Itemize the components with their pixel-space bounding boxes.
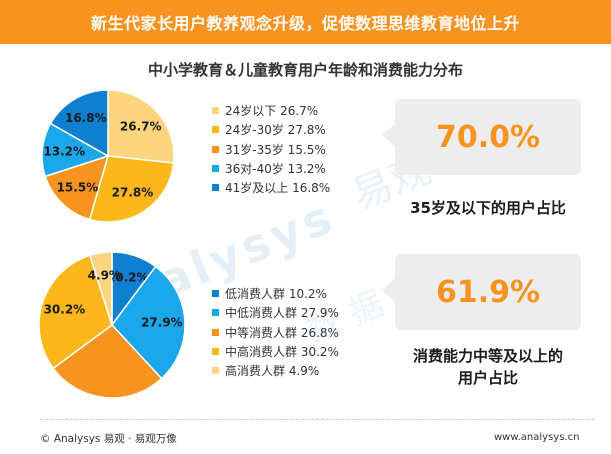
legend-item: 低消费人群 10.2% <box>212 284 339 303</box>
legend-label: 31岁-35岁 15.5% <box>225 142 326 157</box>
caption-line: 用户占比 <box>457 369 518 387</box>
legend-swatch <box>212 309 219 317</box>
pie-data-label: 27.9% <box>141 315 183 329</box>
highlight-caption-age: 35岁及以下的用户占比 <box>380 197 596 219</box>
legend-label: 24岁以下 26.7% <box>225 104 319 119</box>
legend-item: 41岁及以上 16.8% <box>212 178 330 197</box>
highlight-caption-consumption: 消费能力中等及以上的 用户占比 <box>380 345 596 389</box>
pie-slice <box>49 89 109 158</box>
pie-data-label: 4.9% <box>88 269 121 283</box>
pie-slice <box>52 323 163 399</box>
bubble-tail <box>382 123 396 147</box>
consumption-legend: 低消费人群 10.2% 中低消费人群 27.9% 中等消费人群 26.8% 中高消费人… <box>212 284 339 380</box>
legend-item: 36对-40岁 13.2% <box>212 159 330 178</box>
highlight-value-consumption: 61.9% <box>435 274 541 310</box>
legend-label: 36对-40岁 13.2% <box>225 162 326 177</box>
legend-item: 31岁-35岁 15.5% <box>212 140 330 159</box>
legend-label: 24岁-30岁 27.8% <box>225 123 326 138</box>
caption-line: 消费能力中等及以上的 <box>412 347 563 365</box>
legend-swatch <box>212 184 219 192</box>
legend-swatch <box>212 145 219 153</box>
pie-data-label: 15.5% <box>57 181 99 195</box>
legend-swatch <box>212 348 219 356</box>
highlight-bubble-age: 70.0% <box>382 99 581 175</box>
legend-swatch <box>212 165 219 173</box>
footer-brand: © Analysys 易观 · 易观万像 <box>40 433 177 445</box>
age-legend: 24岁以下 26.7% 24岁-30岁 27.8% 31岁-35岁 15.5% 36对… <box>212 101 330 197</box>
pie-slice <box>88 155 175 223</box>
legend-item: 24岁以下 26.7% <box>212 101 330 120</box>
legend-item: 中等消费人群 26.8% <box>212 323 339 342</box>
legend-item: 中高消费人群 30.2% <box>212 342 339 361</box>
pie-data-label: 13.2% <box>43 145 85 159</box>
footer-url[interactable]: www.analysys.cn <box>494 432 580 443</box>
legend-label: 低消费人群 10.2% <box>225 287 327 302</box>
legend-item: 高消费人群 4.9% <box>212 361 339 380</box>
legend-label: 中低消费人群 27.9% <box>225 306 339 321</box>
caption-line: 35岁及以下的用户占比 <box>410 199 566 217</box>
pie-data-label: 27.8% <box>112 186 154 200</box>
header-banner: 新生代家长用户教养观念升级，促使数理思维教育地位上升 <box>0 0 611 44</box>
highlight-value-age: 70.0% <box>435 119 541 155</box>
footer-divider <box>40 419 595 420</box>
pie-data-label: 30.2% <box>44 303 86 317</box>
age-pie-chart: 26.7% 27.8% 15.5% 13.2% 16.8% <box>41 89 175 223</box>
pie-data-label: 26.7% <box>120 120 162 134</box>
pie-slice <box>111 265 186 380</box>
consumption-pie-chart: 10.2% 27.9% 30.2% 4.9% <box>38 251 186 399</box>
pie-data-label: 10.2% <box>107 271 149 285</box>
legend-item: 24岁-30岁 27.8% <box>212 120 330 139</box>
highlight-bubble-consumption: 61.9% <box>382 254 581 330</box>
bubble-tail <box>382 278 396 302</box>
legend-swatch <box>212 107 219 115</box>
legend-swatch <box>212 367 219 375</box>
pie-slice <box>41 122 110 178</box>
legend-swatch <box>212 126 219 134</box>
legend-swatch <box>212 328 219 336</box>
legend-label: 41岁及以上 16.8% <box>225 181 331 196</box>
pie-slice <box>38 254 113 370</box>
legend-item: 中低消费人群 27.9% <box>212 303 339 322</box>
chart-subtitle: 中小学教育＆儿童教育用户年龄和消费能力分布 <box>147 61 463 79</box>
legend-swatch <box>212 290 219 298</box>
pie-data-label: 16.8% <box>65 111 107 125</box>
legend-label: 高消费人群 4.9% <box>225 364 320 379</box>
legend-label: 中高消费人群 30.2% <box>225 345 339 360</box>
pie-slice <box>107 89 175 164</box>
pie-slice <box>88 251 113 326</box>
legend-label: 中等消费人群 26.8% <box>225 325 339 340</box>
